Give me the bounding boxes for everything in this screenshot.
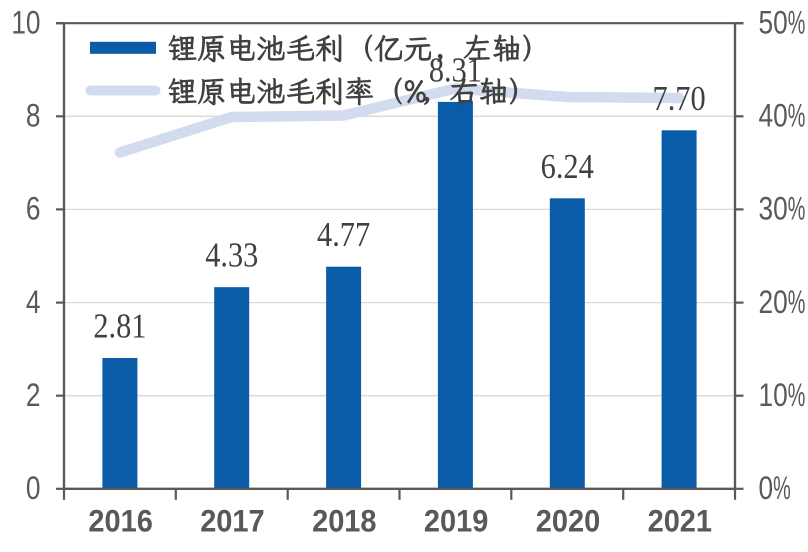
svg-text:4.33: 4.33 [205,237,258,275]
svg-text:40: 40 [759,99,788,134]
svg-text:8: 8 [26,99,41,134]
svg-text:%: % [788,98,806,134]
svg-text:2016: 2016 [88,504,152,538]
svg-text:2018: 2018 [312,504,376,538]
svg-text:%: % [773,470,791,506]
svg-text:4: 4 [26,286,41,321]
svg-text:2: 2 [26,379,41,414]
svg-text:0: 0 [759,472,774,507]
svg-text:4.77: 4.77 [317,216,370,254]
svg-text:2021: 2021 [648,504,712,538]
svg-text:50: 50 [759,6,788,41]
svg-text:10: 10 [759,379,788,414]
svg-text:0: 0 [26,472,41,507]
svg-text:20: 20 [759,286,788,321]
svg-text:%: % [788,5,806,41]
svg-text:2017: 2017 [200,504,264,538]
svg-text:%: % [788,377,806,413]
svg-text:6: 6 [26,192,41,227]
svg-text:%: % [788,191,806,227]
svg-text:10: 10 [11,6,40,41]
svg-text:%: % [788,284,806,320]
svg-text:7.70: 7.70 [653,80,706,118]
svg-text:6.24: 6.24 [541,148,594,186]
svg-text:2.81: 2.81 [93,308,146,346]
svg-text:30: 30 [759,192,788,227]
svg-text:2020: 2020 [536,504,600,538]
svg-text:2019: 2019 [424,504,488,538]
